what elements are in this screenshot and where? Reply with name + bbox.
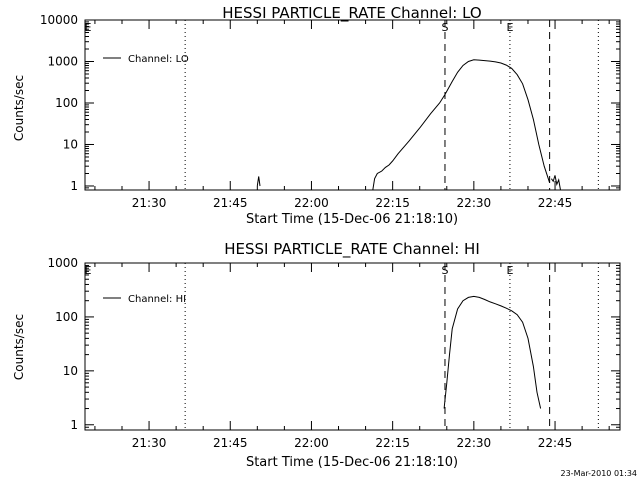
hi-chart-title: HESSI PARTICLE_RATE Channel: HI (224, 240, 480, 259)
hi-channel-panel: HESSI PARTICLE_RATE Channel: HI Start Ti… (12, 240, 621, 470)
hi-series-line-segment-0 (443, 295, 542, 409)
hi-x-tick-label: 22:00 (294, 436, 329, 450)
lo-legend-label: Channel: LO (128, 54, 189, 65)
hi-marker-label: S (441, 264, 448, 277)
hi-x-axis-label: Start Time (15-Dec-06 21:18:10) (246, 455, 458, 470)
hi-x-tick-label: 21:45 (213, 436, 248, 450)
lo-y-tick-label: 100 (55, 96, 78, 110)
footer-timestamp: 23-Mar-2010 01:34 (561, 469, 638, 478)
lo-channel-panel: HESSI PARTICLE_RATE Channel: LO Start Ti… (12, 4, 621, 227)
lo-marker-label: E (85, 21, 92, 34)
lo-x-tick-label: 22:45 (538, 196, 573, 210)
hi-y-tick-label: 1000 (47, 256, 78, 270)
lo-y-tick-label: 10 (63, 137, 78, 151)
lo-series-line-segment-1 (372, 59, 551, 191)
lo-x-tick-label: 22:15 (375, 196, 410, 210)
lo-marker-label: S (441, 21, 448, 34)
lo-x-tick-label: 21:45 (213, 196, 248, 210)
lo-x-tick-label: 22:30 (457, 196, 492, 210)
lo-x-tick-label: 21:30 (132, 196, 167, 210)
hi-x-tick-label: 22:30 (457, 436, 492, 450)
hi-y-tick-label: 10 (63, 364, 78, 378)
hi-plot-frame (84, 262, 621, 431)
hi-x-tick-label: 22:15 (375, 436, 410, 450)
hi-x-tick-label: 22:45 (538, 436, 573, 450)
hi-legend-label: Channel: HI (128, 294, 186, 305)
lo-x-tick-label: 22:00 (294, 196, 329, 210)
lo-x-axis-label: Start Time (15-Dec-06 21:18:10) (246, 212, 458, 227)
hi-y-tick-label: 100 (55, 310, 78, 324)
hi-marker-label: E (506, 264, 513, 277)
hi-marker-label: E (85, 264, 92, 277)
lo-y-tick-label: 1000 (47, 54, 78, 68)
lo-series-line-segment-0 (256, 176, 261, 187)
lo-chart-title: HESSI PARTICLE_RATE Channel: LO (222, 4, 481, 23)
lo-y-axis-label: Counts/sec (12, 75, 26, 141)
lo-y-tick-label: 1 (70, 179, 78, 193)
hi-x-tick-label: 21:30 (132, 436, 167, 450)
hi-y-tick-label: 1 (70, 418, 78, 432)
lo-marker-label: E (506, 21, 513, 34)
lo-y-tick-label: 10000 (40, 13, 78, 27)
hi-y-axis-label: Counts/sec (12, 314, 26, 380)
lo-series-line-segment-2 (550, 175, 561, 191)
